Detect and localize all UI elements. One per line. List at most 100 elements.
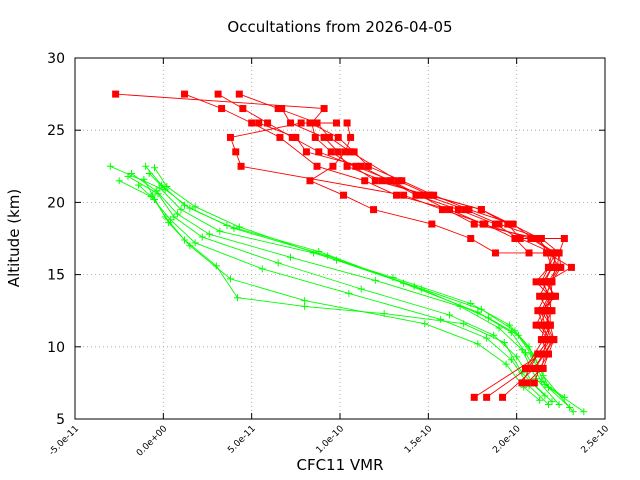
green-plus-point [555,401,563,409]
red-square-point [181,90,189,98]
red-square-point [378,177,386,185]
red-square-point [560,235,568,242]
red-square-point [567,263,575,271]
red-square-point [400,191,408,199]
red-profile-8 [255,119,568,372]
red-square-point [530,364,538,372]
red-square-point [306,119,314,127]
red-square-point [398,177,406,185]
red-square-point [343,119,351,127]
green-plus-point [140,175,148,183]
red-square-point [361,177,369,185]
red-square-point [371,177,379,185]
red-square-point [544,350,552,358]
red-square-point [541,278,549,286]
red-square-point [357,162,365,170]
red-square-point [546,336,554,344]
red-series-line [309,122,573,369]
red-square-point [499,393,507,401]
red-square-point [446,206,454,214]
red-square-point [461,206,469,214]
red-square-point [235,90,243,98]
red-square-point [539,336,547,344]
green-plus-point [154,190,162,198]
green-plus-point [181,236,189,244]
red-square-point [539,364,547,372]
green-plus-point [544,383,552,391]
x-tick-label: -5.0e-11 [47,424,81,458]
green-profile-7 [151,164,588,416]
green-profile-1 [106,162,577,416]
red-square-point [292,133,300,141]
red-square-point [477,206,485,214]
chart-title: Occultations from 2026-04-05 [227,18,452,36]
green-plus-point [301,302,309,310]
red-profile-7 [226,119,561,372]
green-plus-point [380,310,388,318]
red-square-point [537,307,545,315]
red-square-point [421,191,429,199]
red-square-point [416,191,423,199]
red-square-point [438,206,446,214]
green-plus-point [216,227,224,235]
red-profile-3 [214,90,563,401]
red-square-point [550,336,558,344]
green-series-line [143,179,546,397]
red-square-point [297,119,305,127]
green-plus-point [417,285,425,293]
green-plus-point [186,204,194,212]
green-profile-8 [135,181,544,404]
green-plus-point [212,262,220,270]
red-square-point [232,148,240,156]
red-square-point [352,162,360,170]
green-plus-point [274,259,282,267]
red-square-point [537,350,545,358]
red-square-point [428,220,436,228]
green-series-line [131,173,560,405]
red-square-point [350,148,358,156]
red-square-point [226,133,234,141]
green-plus-point [177,206,185,214]
green-plus-point [115,177,123,185]
red-square-point [491,249,499,257]
red-series-line [281,108,562,384]
red-square-point [306,177,314,185]
red-square-point [514,235,522,242]
red-square-point [394,177,402,185]
green-plus-point [345,289,353,297]
red-square-point [511,235,519,242]
red-square-point [491,220,499,228]
y-tick-label: 15 [47,268,65,284]
red-square-point [278,105,286,113]
green-plus-point [161,213,169,221]
red-square-point [332,119,340,127]
red-square-point [393,191,401,199]
green-plus-point [477,305,485,313]
red-series-line [239,93,553,384]
x-tick-label: 0.0e+00 [135,424,170,459]
green-plus-point [522,349,529,357]
green-profile-9 [140,175,549,400]
red-square-point [523,379,531,387]
red-square-point [347,133,355,141]
red-square-point [385,177,393,185]
green-plus-point [191,203,199,211]
green-plus-point [181,201,189,209]
x-tick-label: 5.0e-11 [226,424,258,456]
red-square-point [543,336,551,344]
green-plus-point [548,398,556,406]
x-tick-label: 2.0e-10 [491,424,523,456]
y-axis-label: Altitude (km) [5,189,23,287]
green-plus-point [205,230,213,238]
red-square-point [481,220,489,228]
y-tick-label: 5 [56,412,65,428]
green-plus-point [230,224,238,232]
red-square-point [276,133,284,141]
green-plus-point [135,181,143,189]
green-plus-point [460,320,468,328]
green-plus-point [507,356,515,364]
green-plus-point [495,324,503,332]
red-profile-6 [306,119,575,372]
green-plus-point [287,253,295,261]
green-plus-point [142,162,150,170]
